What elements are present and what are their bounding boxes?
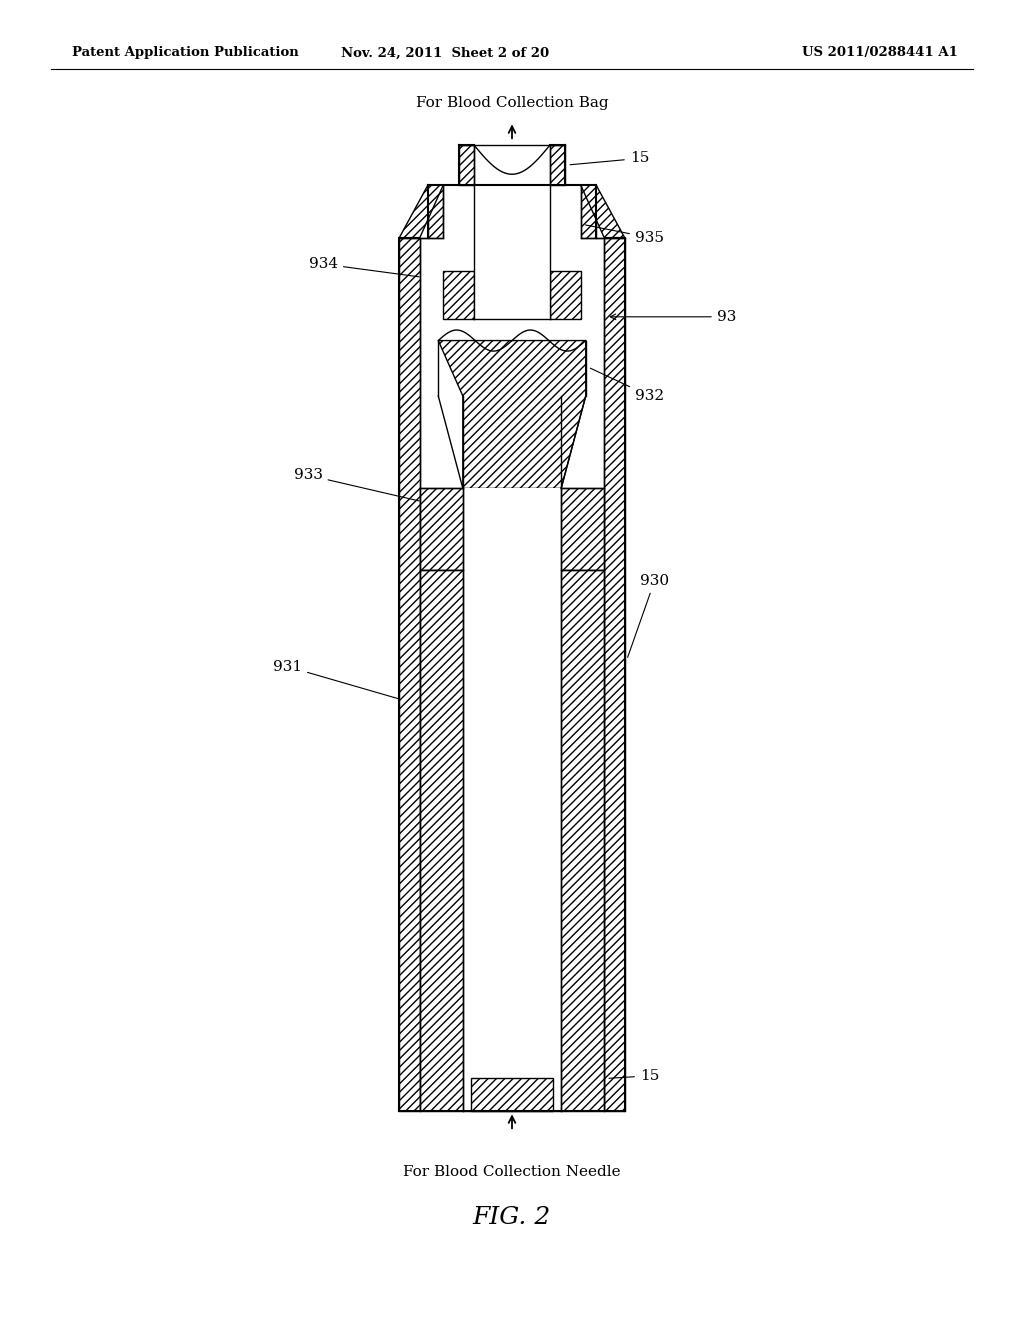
Bar (443, 271, 474, 319)
Bar (550, 145, 565, 185)
Text: 930: 930 (628, 574, 669, 657)
Text: FIG. 2: FIG. 2 (473, 1205, 551, 1229)
Bar (420, 488, 463, 570)
Polygon shape (399, 185, 443, 238)
Text: 932: 932 (590, 368, 664, 403)
Polygon shape (561, 570, 604, 1111)
Polygon shape (420, 570, 463, 1111)
Text: 93: 93 (610, 310, 736, 323)
Text: 15: 15 (609, 1069, 659, 1082)
Text: Patent Application Publication: Patent Application Publication (72, 46, 298, 59)
Polygon shape (581, 185, 625, 238)
Bar (471, 1078, 553, 1111)
Bar (463, 488, 561, 1111)
Bar (428, 185, 443, 238)
Text: 935: 935 (586, 224, 664, 244)
Text: For Blood Collection Needle: For Blood Collection Needle (403, 1166, 621, 1179)
Bar (474, 185, 550, 319)
Polygon shape (438, 341, 586, 488)
Text: Nov. 24, 2011  Sheet 2 of 20: Nov. 24, 2011 Sheet 2 of 20 (341, 46, 550, 59)
Text: 933: 933 (294, 469, 419, 502)
Bar (399, 238, 420, 1111)
Bar (561, 488, 604, 570)
Text: For Blood Collection Bag: For Blood Collection Bag (416, 96, 608, 110)
Text: 931: 931 (273, 660, 398, 698)
Text: US 2011/0288441 A1: US 2011/0288441 A1 (802, 46, 957, 59)
Bar (604, 238, 625, 1111)
Bar (550, 271, 581, 319)
Bar (581, 185, 596, 238)
Bar (459, 145, 474, 185)
Text: 15: 15 (570, 152, 649, 165)
Text: 934: 934 (309, 257, 419, 277)
